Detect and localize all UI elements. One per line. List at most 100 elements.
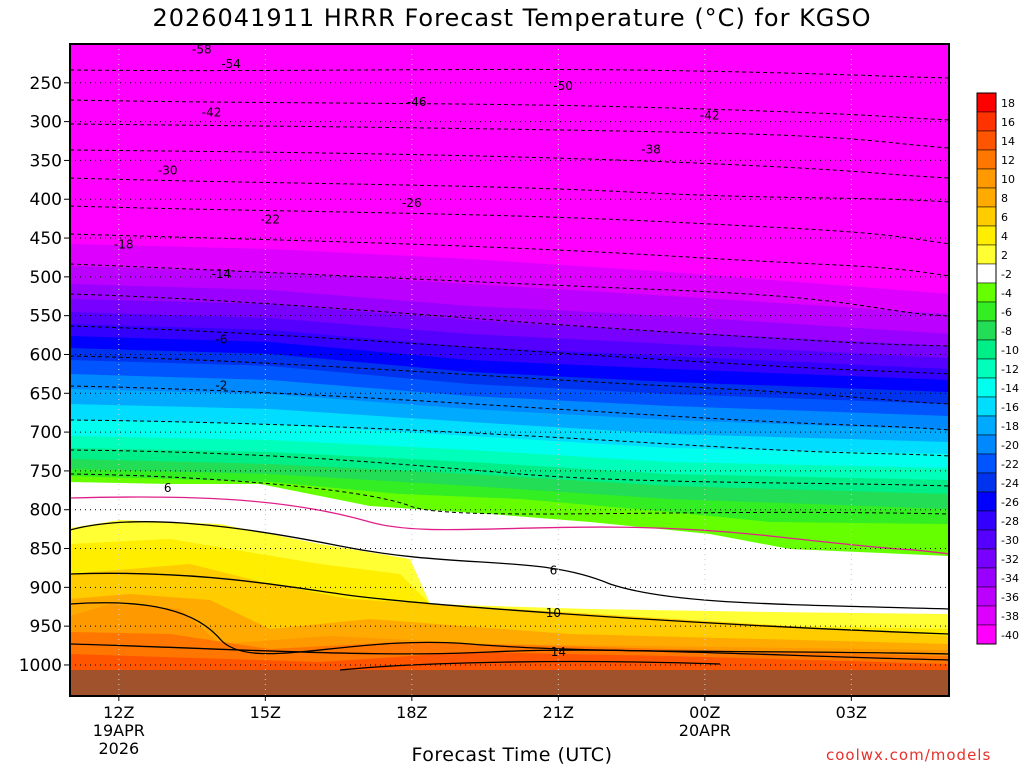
y-tick-label: 500 <box>30 268 62 288</box>
x-axis-label: Forecast Time (UTC) <box>411 744 613 766</box>
colorbar-label: 12 <box>1001 154 1015 167</box>
contour-line-12 <box>70 419 949 457</box>
colorbar-swatch <box>976 301 997 322</box>
colorbar-swatch <box>976 225 997 246</box>
contour-line-5 <box>70 205 949 245</box>
colorbar-swatch <box>976 529 997 550</box>
contour-label: -30 <box>158 164 178 178</box>
contour-label: -50 <box>553 79 573 93</box>
colorbar-swatch <box>976 282 997 303</box>
colorbar-swatch <box>976 434 997 455</box>
colorbar-swatch <box>976 548 997 569</box>
contour-label: -22 <box>260 212 280 226</box>
colorbar-label: -20 <box>1001 439 1019 452</box>
colorbar-swatch <box>976 244 997 265</box>
colorbar-label: 14 <box>1001 135 1015 148</box>
x-tick-sublabel: 19APR <box>93 721 145 740</box>
contour-line-18 <box>70 602 949 655</box>
colorbar-label: -36 <box>1001 591 1019 604</box>
colorbar-label: -30 <box>1001 534 1019 547</box>
colorbar-label: -2 <box>1001 268 1012 281</box>
colorbar-label: -28 <box>1001 515 1019 528</box>
contour-line-20 <box>339 660 721 671</box>
colorbar-swatch <box>976 130 997 151</box>
x-tick-label: 12Z <box>103 703 134 722</box>
y-tick-label: 950 <box>30 617 62 637</box>
colorbar-swatch <box>976 92 997 113</box>
temperature-band-27 <box>70 670 949 696</box>
colorbar-swatch <box>976 624 997 645</box>
contour-line-2 <box>70 123 949 149</box>
y-tick-label: 450 <box>30 229 62 249</box>
colorbar-swatch <box>976 263 997 284</box>
colorbar-swatch <box>976 206 997 227</box>
colorbar-label: -14 <box>1001 382 1019 395</box>
colorbar-swatch <box>976 567 997 588</box>
contour-line-6 <box>70 233 949 277</box>
colorbar-label: -32 <box>1001 553 1019 566</box>
y-tick-label: 600 <box>30 345 62 365</box>
colorbar-label: -8 <box>1001 325 1012 338</box>
colorbar-swatch <box>976 472 997 493</box>
colorbar-label: 10 <box>1001 173 1015 186</box>
y-tick-label: 400 <box>30 190 62 210</box>
colorbar-label: -38 <box>1001 610 1019 623</box>
contour-label: -26 <box>402 196 422 210</box>
x-tick-label: 18Z <box>396 703 427 722</box>
colorbar-label: -34 <box>1001 572 1019 585</box>
contour-line-19 <box>70 643 949 661</box>
y-tick-label: 800 <box>30 501 62 521</box>
colorbar-label: -16 <box>1001 401 1019 414</box>
colorbar-label: 18 <box>1001 97 1015 110</box>
plot-frame <box>69 43 950 697</box>
y-tick-label: 350 <box>30 151 62 171</box>
colorbar-label: -40 <box>1001 629 1019 642</box>
colorbar-label: 8 <box>1001 192 1008 205</box>
colorbar-swatch <box>976 605 997 626</box>
colorbar-label: -6 <box>1001 306 1012 319</box>
x-tick-sublabel: 20APR <box>679 721 731 740</box>
colorbar-swatch <box>976 320 997 341</box>
colorbar-swatch <box>976 396 997 417</box>
colorbar-label: -24 <box>1001 477 1019 490</box>
contour-line-9 <box>70 325 949 375</box>
contour-label: -18 <box>114 237 134 251</box>
colorbar-swatch <box>976 453 997 474</box>
colorbar-swatch <box>976 510 997 531</box>
contour-line-14 <box>70 473 949 515</box>
contour-line-13 <box>70 449 949 487</box>
colorbar-swatch <box>976 415 997 436</box>
contour-label: -14 <box>212 267 232 281</box>
colorbar-label: -10 <box>1001 344 1019 357</box>
contour-label: -2 <box>215 379 227 393</box>
y-tick-label: 700 <box>30 423 62 443</box>
contour-label: -38 <box>641 143 661 157</box>
contour-line-17 <box>70 572 949 635</box>
contour-line-8 <box>70 293 949 347</box>
colorbar-swatch <box>976 111 997 132</box>
contour-label: -58 <box>192 42 212 56</box>
colorbar-swatch <box>976 187 997 208</box>
colorbar-frame <box>976 92 997 645</box>
colorbar-label: -4 <box>1001 287 1012 300</box>
chart-title: 2026041911 HRRR Forecast Temperature (°C… <box>152 4 872 32</box>
colorbar-label: -22 <box>1001 458 1019 471</box>
colorbar-label: 4 <box>1001 230 1008 243</box>
x-tick-label: 00Z <box>689 703 720 722</box>
x-tick-label: 21Z <box>543 703 574 722</box>
y-tick-label: 250 <box>30 74 62 94</box>
colorbar-swatch <box>976 586 997 607</box>
y-tick-label: 750 <box>30 462 62 482</box>
contour-line-1 <box>70 99 949 121</box>
x-tick-sublabel: 2026 <box>98 739 139 758</box>
y-tick-label: 900 <box>30 578 62 598</box>
colorbar-swatch <box>976 168 997 189</box>
colorbar-label: 16 <box>1001 116 1015 129</box>
site-credit[interactable]: coolwx.com/models <box>826 746 992 764</box>
y-tick-label: 550 <box>30 307 62 327</box>
y-tick-label: 650 <box>30 384 62 404</box>
contour-line-7 <box>70 263 949 317</box>
colorbar-label: -26 <box>1001 496 1019 509</box>
colorbar-swatch <box>976 491 997 512</box>
contour-label: -46 <box>407 95 427 109</box>
